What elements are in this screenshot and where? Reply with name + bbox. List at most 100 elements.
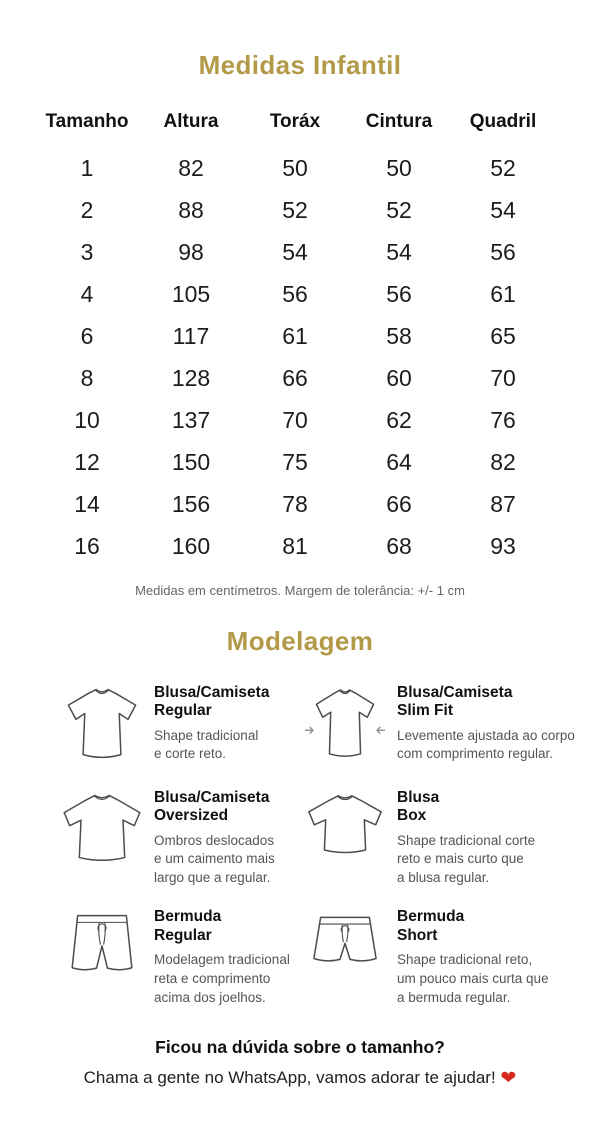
table-cell-tamanho: 6 [80, 322, 94, 349]
table-row: 10 137 70 62 76 [35, 399, 555, 441]
table-cell-torax: 81 [282, 532, 308, 559]
table-row: 14 156 78 66 87 [35, 483, 555, 525]
table-cell-altura: 88 [178, 196, 204, 223]
model-item-blusa-oversized: Blusa/Camiseta Oversized Ombros deslocad… [60, 786, 303, 888]
tshirt-box-icon [303, 786, 389, 872]
table-cell-torax: 50 [282, 154, 308, 181]
table-cell-cintura: 54 [386, 238, 412, 265]
table-cell-quadril: 70 [490, 364, 516, 391]
table-cell-tamanho: 1 [80, 154, 94, 181]
table-cell-torax: 66 [282, 364, 308, 391]
model-item-text: Blusa/Camiseta Slim Fit Levemente ajusta… [389, 681, 575, 764]
table-row: 3 98 54 54 56 [35, 231, 555, 273]
model-item-blusa-box: Blusa Box Shape tradicional corte reto e… [303, 786, 582, 888]
heart-icon: ❤ [500, 1068, 517, 1090]
model-item-desc: Levemente ajustada ao corpo com comprime… [397, 727, 575, 762]
size-table-body: 1 82 50 50 52 2 88 52 52 54 3 98 54 54 5… [35, 147, 555, 567]
model-item-blusa-slim-fit: Blusa/Camiseta Slim Fit Levemente ajusta… [303, 681, 582, 769]
table-row: 2 88 52 52 54 [35, 189, 555, 231]
table-cell-altura: 117 [172, 322, 210, 349]
model-item-text: Bermuda Short Shape tradicional reto, um… [389, 905, 549, 1007]
model-item-desc: Shape tradicional reto, um pouco mais cu… [397, 951, 549, 1005]
table-cell-torax: 56 [282, 280, 308, 307]
table-cell-tamanho: 2 [80, 196, 94, 223]
page-title: Medidas Infantil [198, 50, 402, 80]
table-cell-altura: 156 [171, 490, 211, 517]
column-header-cintura: Cintura [365, 111, 433, 132]
model-item-title: Blusa Box [397, 789, 440, 825]
table-cell-tamanho: 14 [74, 490, 100, 517]
model-item-title: Bermuda Short [397, 908, 465, 944]
footer-cta: Chama a gente no WhatsApp, vamos adorar … [0, 1067, 600, 1090]
table-cell-quadril: 52 [490, 154, 516, 181]
table-cell-altura: 82 [178, 154, 204, 181]
tshirt-regular-icon [60, 681, 146, 767]
table-cell-quadril: 82 [490, 448, 516, 475]
table-cell-cintura: 60 [386, 364, 412, 391]
table-cell-tamanho: 8 [80, 364, 94, 391]
table-cell-quadril: 76 [490, 406, 516, 433]
table-cell-torax: 70 [282, 406, 308, 433]
table-row: 16 160 81 68 93 [35, 525, 555, 567]
table-cell-cintura: 58 [386, 322, 412, 349]
model-item-text: Bermuda Regular Modelagem tradicional re… [146, 905, 290, 1007]
table-cell-altura: 128 [171, 364, 211, 391]
column-header-quadril: Quadril [469, 111, 537, 132]
table-row: 6 117 61 58 65 [35, 315, 555, 357]
table-cell-cintura: 50 [386, 154, 412, 181]
table-cell-cintura: 68 [386, 532, 412, 559]
table-row: 12 150 75 64 82 [35, 441, 555, 483]
model-item-desc: Shape tradicional corte reto e mais curt… [397, 832, 536, 886]
table-cell-tamanho: 12 [74, 448, 100, 475]
table-cell-torax: 52 [282, 196, 308, 223]
model-item-title: Bermuda Regular [154, 908, 222, 944]
size-table-header: Tamanho Altura Toráx Cintura Quadril [35, 109, 555, 135]
table-cell-torax: 54 [282, 238, 308, 265]
table-row: 4 105 56 56 61 [35, 273, 555, 315]
model-item-desc: Ombros deslocados e um caimento mais lar… [154, 832, 275, 886]
table-cell-quadril: 56 [490, 238, 516, 265]
modelagem-grid: Blusa/Camiseta Regular Shape tradicional… [60, 681, 582, 1007]
table-cell-cintura: 64 [386, 448, 412, 475]
tolerance-note: Medidas em centímetros. Margem de tolerâ… [135, 583, 465, 598]
table-cell-cintura: 62 [386, 406, 412, 433]
footer-question: Ficou na dúvida sobre o tamanho? [155, 1037, 445, 1058]
model-item-text: Blusa/Camiseta Oversized Ombros deslocad… [146, 786, 275, 888]
bermuda-short-icon [303, 905, 389, 991]
model-item-title: Blusa/Camiseta Regular [154, 684, 270, 720]
tshirt-oversized-icon [60, 786, 146, 872]
table-cell-cintura: 66 [386, 490, 412, 517]
footer-cta-text: Chama a gente no WhatsApp, vamos adorar … [83, 1068, 496, 1088]
column-header-torax: Toráx [269, 111, 321, 132]
table-cell-altura: 150 [171, 448, 211, 475]
model-item-text: Blusa/Camiseta Regular Shape tradicional… [146, 681, 269, 764]
table-cell-quadril: 54 [490, 196, 516, 223]
table-cell-cintura: 52 [386, 196, 412, 223]
table-cell-quadril: 87 [490, 490, 516, 517]
tshirt-slimfit-icon [303, 681, 389, 767]
model-item-blusa-regular: Blusa/Camiseta Regular Shape tradicional… [60, 681, 303, 769]
table-cell-altura: 105 [171, 280, 211, 307]
table-cell-tamanho: 16 [74, 532, 100, 559]
table-cell-quadril: 65 [490, 322, 516, 349]
bermuda-regular-icon [60, 905, 146, 991]
model-item-title: Blusa/Camiseta Slim Fit [397, 684, 513, 720]
table-cell-torax: 61 [282, 322, 308, 349]
table-cell-cintura: 56 [386, 280, 412, 307]
table-row: 1 82 50 50 52 [35, 147, 555, 189]
column-header-tamanho: Tamanho [45, 111, 129, 132]
column-header-altura: Altura [163, 111, 219, 132]
table-cell-torax: 75 [282, 448, 308, 475]
table-row: 8 128 66 60 70 [35, 357, 555, 399]
model-item-desc: Shape tradicional e corte reto. [154, 727, 259, 762]
table-cell-tamanho: 3 [80, 238, 94, 265]
model-item-bermuda-short: Bermuda Short Shape tradicional reto, um… [303, 905, 582, 1007]
table-cell-torax: 78 [282, 490, 308, 517]
model-item-title: Blusa/Camiseta Oversized [154, 789, 270, 825]
table-cell-altura: 160 [171, 532, 211, 559]
footer: Ficou na dúvida sobre o tamanho? Chama a… [0, 1037, 600, 1090]
table-cell-altura: 98 [178, 238, 204, 265]
table-cell-quadril: 61 [490, 280, 516, 307]
model-item-text: Blusa Box Shape tradicional corte reto e… [389, 786, 535, 888]
